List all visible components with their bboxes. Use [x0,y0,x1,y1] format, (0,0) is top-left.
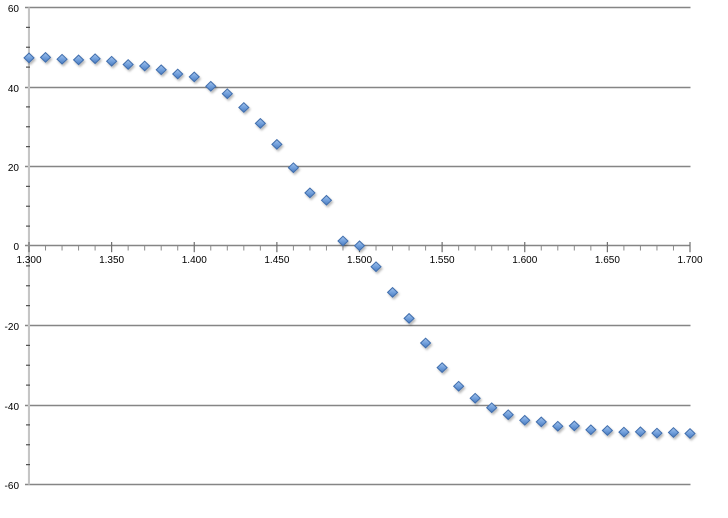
svg-text:1.600: 1.600 [512,255,537,266]
svg-text:1.400: 1.400 [182,255,207,266]
svg-text:1.450: 1.450 [264,255,289,266]
svg-text:40: 40 [8,84,20,95]
svg-text:60: 60 [8,4,20,15]
svg-text:1.700: 1.700 [677,255,702,266]
svg-text:20: 20 [8,163,20,174]
svg-text:1.650: 1.650 [595,255,620,266]
svg-text:-40: -40 [5,402,20,413]
svg-text:1.300: 1.300 [16,255,41,266]
svg-text:1.550: 1.550 [430,255,455,266]
svg-text:-60: -60 [5,481,20,492]
svg-text:-20: -20 [5,322,20,333]
svg-text:0: 0 [13,242,19,253]
svg-text:1.350: 1.350 [99,255,124,266]
svg-text:1.500: 1.500 [347,255,372,266]
